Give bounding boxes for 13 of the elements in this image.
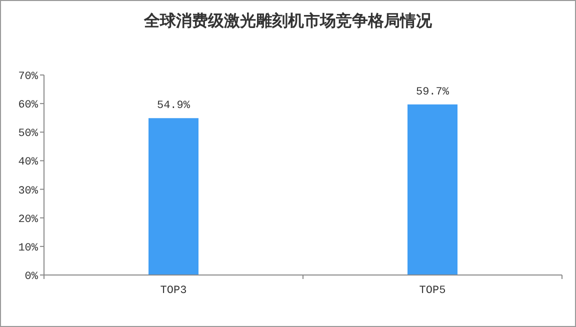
chart-title: 全球消费级激光雕刻机市场竞争格局情况 <box>143 11 433 30</box>
y-tick-label: 60% <box>18 100 38 112</box>
x-tick-label: TOP3 <box>160 285 187 297</box>
y-tick-label: 40% <box>18 156 38 169</box>
y-tick-label: 20% <box>18 214 38 226</box>
data-label: 54.9% <box>156 100 190 112</box>
y-tick-label: 0% <box>24 271 38 283</box>
y-tick-label: 10% <box>18 242 38 254</box>
y-tick-label: 70% <box>18 71 38 83</box>
x-tick-label: TOP5 <box>419 285 446 297</box>
data-label: 59.7% <box>416 86 450 98</box>
y-tick-label: 50% <box>18 128 38 140</box>
y-tick-label: 30% <box>18 185 38 198</box>
